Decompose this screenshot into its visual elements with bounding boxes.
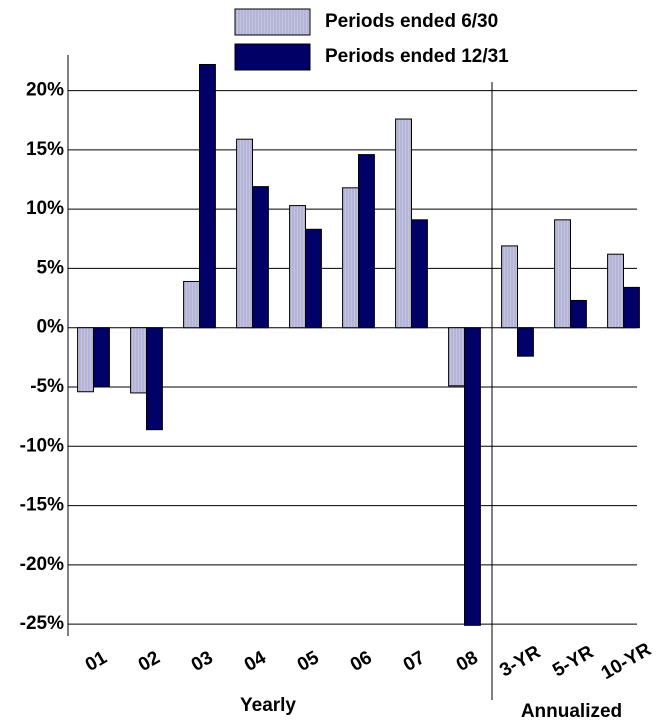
bar bbox=[607, 253, 624, 329]
bar bbox=[130, 327, 148, 394]
x-tick-label: 01 bbox=[82, 647, 111, 676]
x-tick-label: 08 bbox=[453, 647, 482, 676]
bar bbox=[554, 219, 571, 329]
bar bbox=[252, 186, 269, 329]
bar bbox=[411, 219, 428, 329]
x-tick-label: 07 bbox=[400, 647, 429, 676]
bar bbox=[183, 280, 201, 329]
legend-label: Periods ended 6/30 bbox=[325, 11, 498, 32]
group-label: Yearly bbox=[240, 695, 296, 716]
y-tick-label: -25% bbox=[20, 613, 64, 634]
bar bbox=[358, 154, 375, 329]
y-tick-label: 10% bbox=[26, 198, 64, 219]
bar bbox=[448, 327, 466, 387]
bar bbox=[199, 63, 216, 329]
y-tick-label: -15% bbox=[20, 495, 64, 516]
y-tick-label: -20% bbox=[20, 554, 64, 575]
legend-swatch bbox=[234, 8, 311, 36]
bar bbox=[501, 245, 519, 329]
group-label: Annualized bbox=[521, 701, 622, 721]
bar bbox=[93, 327, 110, 388]
y-tick-label: -10% bbox=[20, 435, 64, 456]
x-tick-label: 06 bbox=[347, 647, 376, 676]
bar bbox=[395, 118, 413, 329]
x-tick-label: 02 bbox=[135, 647, 164, 676]
y-tick-label: -5% bbox=[30, 376, 64, 397]
bar bbox=[77, 327, 94, 393]
y-tick-label: 5% bbox=[37, 257, 65, 278]
legend-swatch bbox=[234, 43, 311, 71]
bar bbox=[146, 327, 163, 431]
bar bbox=[570, 299, 587, 329]
x-tick-label: 05 bbox=[294, 647, 323, 676]
bar bbox=[342, 187, 360, 329]
x-tick-label: 3-YR bbox=[496, 642, 544, 682]
x-tick-label: 03 bbox=[188, 647, 217, 676]
bar bbox=[623, 286, 640, 329]
bar bbox=[236, 138, 254, 329]
x-tick-label: 04 bbox=[241, 647, 270, 676]
y-tick-label: 15% bbox=[26, 139, 64, 160]
y-tick-label: 20% bbox=[26, 80, 64, 101]
bar bbox=[464, 327, 481, 626]
y-tick-label: 0% bbox=[37, 317, 65, 338]
x-tick-label: 10-YR bbox=[598, 639, 655, 684]
bar bbox=[517, 327, 534, 357]
bar bbox=[305, 228, 322, 329]
legend-label: Periods ended 12/31 bbox=[325, 46, 509, 67]
x-tick-label: 5-YR bbox=[549, 642, 597, 682]
bar bbox=[289, 205, 307, 329]
